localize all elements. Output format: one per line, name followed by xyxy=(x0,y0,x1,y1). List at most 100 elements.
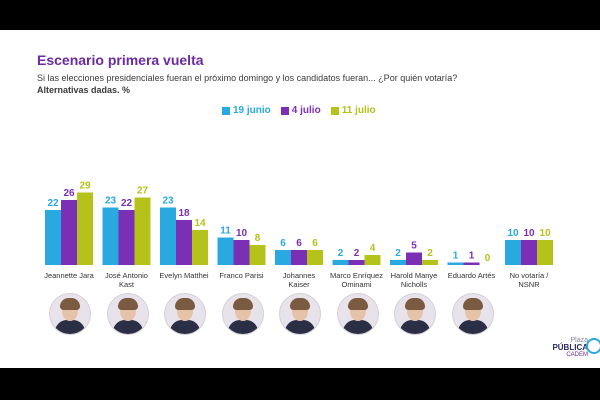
tick-label: Jeannette Jara xyxy=(44,271,94,280)
data-label: 23 xyxy=(105,196,117,207)
bar xyxy=(406,252,422,265)
candidate-photo xyxy=(106,293,149,335)
bar xyxy=(118,210,135,265)
photo-torso xyxy=(285,320,315,334)
legend-swatch-1 xyxy=(222,106,230,115)
photo-torso xyxy=(342,320,373,334)
tick-label-line: Harold Manye xyxy=(391,271,438,280)
data-label: 0 xyxy=(485,253,491,264)
data-label: 10 xyxy=(236,228,248,239)
photo-torso xyxy=(55,320,85,334)
photo-torso xyxy=(112,320,143,334)
data-label: 26 xyxy=(63,188,75,199)
bar xyxy=(422,260,438,265)
data-label: 29 xyxy=(79,181,91,192)
tick-label-line: No votaría / xyxy=(510,271,550,280)
data-label: 5 xyxy=(411,241,417,252)
bar-group: 10 10 10 xyxy=(505,228,553,265)
photo-hair xyxy=(405,298,425,310)
bar xyxy=(348,260,365,265)
tick-label-line: Kaiser xyxy=(288,280,310,289)
photo-torso xyxy=(400,320,430,334)
tick-label: Eduardo Artés xyxy=(448,271,496,280)
legend-item-3: 11 julio xyxy=(330,105,376,116)
tick-label-line: Johannes xyxy=(283,271,316,280)
bar xyxy=(275,250,291,265)
data-label: 8 xyxy=(255,233,261,244)
bar xyxy=(77,192,93,265)
candidate-photo xyxy=(279,293,321,335)
legend-label-1: 19 junio xyxy=(233,105,271,116)
tick-label-line: Jeannette Jara xyxy=(44,271,94,280)
photo-hair xyxy=(347,298,368,310)
bar xyxy=(447,262,464,265)
photo-torso xyxy=(227,320,258,334)
tick-label-line: Kast xyxy=(119,280,135,289)
data-label: 2 xyxy=(338,248,344,259)
bar xyxy=(61,200,77,265)
bar xyxy=(102,207,119,265)
bar xyxy=(217,237,234,265)
tick-label: José Antonio Kast xyxy=(105,271,148,289)
slide: Escenario primera vuelta Si las eleccion… xyxy=(0,30,600,368)
data-label: 27 xyxy=(137,186,149,197)
data-label: 22 xyxy=(47,198,59,209)
candidate-photo xyxy=(336,293,379,335)
bar xyxy=(249,245,266,265)
tick-label: Franco Parisi xyxy=(219,271,264,280)
tick-label-line: Evelyn Matthei xyxy=(159,271,209,280)
data-label: 10 xyxy=(523,228,535,239)
tick-label-line: José Antonio xyxy=(105,271,148,280)
bar xyxy=(176,220,192,265)
bar xyxy=(134,197,151,265)
bar xyxy=(192,230,208,265)
logo-mark-icon xyxy=(586,338,600,354)
data-label: 10 xyxy=(507,228,519,239)
bar xyxy=(463,262,480,265)
candidate-photo xyxy=(451,293,494,335)
legend-label-2: 4 julio xyxy=(291,105,321,116)
legend-swatch-2 xyxy=(280,106,289,115)
bar xyxy=(390,260,406,265)
data-label: 4 xyxy=(370,243,376,254)
bar xyxy=(521,240,537,265)
candidate-photo xyxy=(394,293,436,335)
data-label: 2 xyxy=(354,248,360,259)
data-label: 6 xyxy=(312,238,318,249)
data-label: 1 xyxy=(469,251,475,262)
legend-label-3: 11 julio xyxy=(341,105,376,116)
candidate-photo xyxy=(221,293,264,335)
data-label: 23 xyxy=(162,196,174,207)
photo-hair xyxy=(117,298,138,310)
bar xyxy=(307,250,323,265)
photo-hair xyxy=(60,298,80,310)
question-text: Si las elecciones presidenciales fueran … xyxy=(37,73,458,83)
photo-hair xyxy=(232,298,253,310)
tick-label: Marco Enríquez Ominami xyxy=(330,271,383,289)
tick-label-line: Ominami xyxy=(341,280,371,289)
bar xyxy=(537,240,553,265)
bar xyxy=(291,250,307,265)
logo-line-2: PÚBLICA xyxy=(552,343,588,352)
tick-label: Evelyn Matthei xyxy=(159,271,209,280)
tick-label-line: NSNR xyxy=(518,280,540,289)
tick-label-line: Eduardo Artés xyxy=(448,271,496,280)
candidate-photo xyxy=(164,293,206,335)
candidate-photo xyxy=(49,293,91,335)
chart-legend: 19 junio 4 julio 11 julio xyxy=(222,105,376,116)
logo-line-3: CADEM xyxy=(566,352,588,358)
bar-group: 23 22 27 xyxy=(102,186,151,265)
bar-group: 22 26 29 xyxy=(45,181,93,265)
tick-label-line: Franco Parisi xyxy=(219,271,264,280)
photo-hair xyxy=(175,298,195,310)
data-label: 18 xyxy=(178,208,190,219)
data-label: 22 xyxy=(121,198,133,209)
photo-torso xyxy=(170,320,200,334)
tick-label: Harold Manye Nicholls xyxy=(391,271,438,289)
photo-hair xyxy=(290,298,310,310)
bar xyxy=(505,240,521,265)
bar-group: 11 10 8 xyxy=(217,226,266,265)
